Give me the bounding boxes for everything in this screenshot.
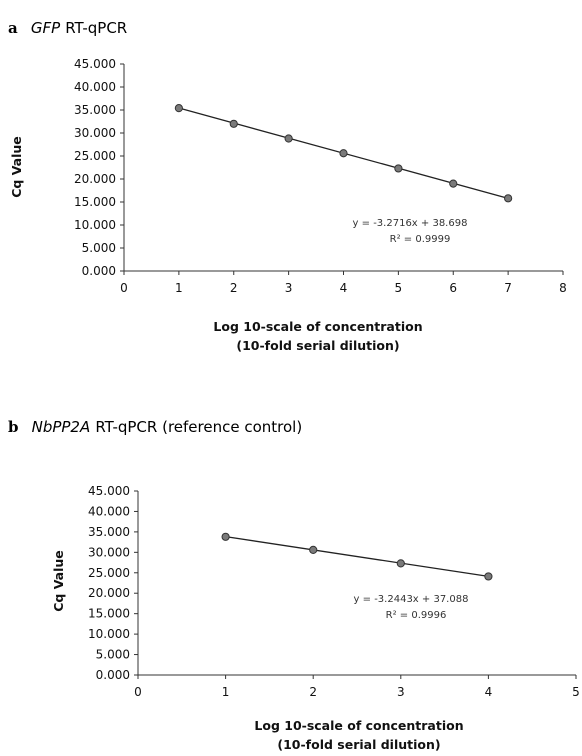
chart-a-data-point: [504, 194, 513, 203]
panel-b-title-gene: NbPP2A: [32, 418, 91, 436]
chart-a-x-tick-label: 4: [340, 281, 348, 295]
chart-a-y-tick-label: 35.000: [74, 103, 116, 117]
chart-b-plot: 0.000 5.000 10.000 15.000 20.000 25.000 30.000…: [88, 484, 580, 699]
chart-a-y-tick-label: 45.000: [74, 57, 116, 71]
chart-b-y-tick-label: 15.000: [88, 607, 130, 621]
chart-b-ylabel: Cq Value: [51, 550, 66, 612]
chart-a-y-tick-label: 25.000: [74, 149, 116, 163]
chart-b-data-point: [221, 532, 230, 541]
chart-a-x-tick-label: 1: [175, 281, 183, 295]
chart-b-y-tick-label: 30.000: [88, 545, 130, 559]
chart-a-y-tick-label: 10.000: [74, 218, 116, 232]
chart-b-r-squared: R² = 0.9996: [386, 610, 447, 621]
chart-b-y-tick-label: 0.000: [96, 668, 130, 682]
chart-a-xlabel-line1: Log 10-scale of concentration: [213, 319, 422, 334]
chart-b-data-point: [309, 545, 318, 554]
svg-text:b NbPP2A RT-qPCR: b NbPP2A RT-qPCR (reference control): [8, 417, 302, 436]
chart-a-plot: 0.000 5.000 10.000 15.000 20.000 25.000 30.000…: [74, 57, 567, 295]
panel-a-letter: a: [8, 19, 18, 37]
chart-b-x-tick-label: 0: [134, 685, 142, 699]
chart-a-xlabel-line2: (10-fold serial dilution): [236, 338, 399, 353]
chart-b-xlabel-line2: (10-fold serial dilution): [277, 737, 440, 752]
panel-a: a GFP RT-qPCR 0.000 5.000 10.000 15.000 20.0…: [8, 18, 567, 353]
chart-a-x-tick-label: 3: [285, 281, 293, 295]
chart-a-x-tick-label: 7: [504, 281, 512, 295]
chart-a-data-point: [229, 119, 238, 128]
panel-b: b NbPP2A RT-qPCR (reference control) 0.0…: [8, 417, 580, 752]
panel-a-title-gene: GFP: [31, 19, 61, 37]
chart-b-y-tick-label: 35.000: [88, 525, 130, 539]
chart-b-x-tick-label: 3: [397, 685, 405, 699]
chart-b-data-point: [484, 572, 493, 581]
svg-text:a GFP RT-qPCR: a GFP RT-qPCR: [8, 18, 127, 37]
chart-a-data-point: [339, 149, 348, 158]
chart-b-xlabel-line1: Log 10-scale of concentration: [254, 718, 463, 733]
chart-b-equation: y = -3.2443x + 37.088: [354, 594, 469, 605]
chart-b-y-tick-label: 25.000: [88, 566, 130, 580]
chart-a-x-tick-label: 5: [395, 281, 403, 295]
chart-a-y-tick-label: 40.000: [74, 80, 116, 94]
chart-b-x-tick-label: 5: [572, 685, 580, 699]
chart-b-y-tick-label: 20.000: [88, 586, 130, 600]
chart-a-data-point: [449, 179, 458, 188]
panel-b-letter: b: [8, 418, 19, 436]
panel-b-title-rest: RT-qPCR (reference control): [95, 418, 302, 436]
chart-a-y-tick-label: 20.000: [74, 172, 116, 186]
chart-a-y-tick-label: 15.000: [74, 195, 116, 209]
chart-b-data-point: [396, 559, 405, 568]
chart-a-equation: y = -3.2716x + 38.698: [353, 218, 468, 229]
chart-b-x-tick-label: 1: [222, 685, 230, 699]
chart-a-ylabel: Cq Value: [9, 136, 24, 198]
chart-a-y-tick-label: 5.000: [82, 241, 116, 255]
chart-b-trendline: [225, 535, 489, 578]
chart-a-x-tick-label: 6: [449, 281, 457, 295]
chart-a-x-tick-label: 0: [120, 281, 128, 295]
chart-a-x-tick-label: 2: [230, 281, 238, 295]
panel-a-title-rest: RT-qPCR: [65, 19, 127, 37]
chart-b-y-tick-label: 10.000: [88, 627, 130, 641]
chart-a-y-tick-label: 30.000: [74, 126, 116, 140]
chart-b-x-tick-label: 2: [309, 685, 317, 699]
chart-a-data-point: [394, 164, 403, 173]
chart-b-y-tick-label: 45.000: [88, 484, 130, 498]
chart-b-y-tick-label: 40.000: [88, 504, 130, 518]
chart-b-x-tick-label: 4: [485, 685, 493, 699]
chart-a-y-tick-label: 0.000: [82, 264, 116, 278]
chart-a-data-point: [174, 104, 183, 113]
chart-a-data-point: [284, 134, 293, 143]
chart-a-r-squared: R² = 0.9999: [390, 234, 451, 245]
chart-a-x-tick-label: 8: [559, 281, 567, 295]
chart-b-y-tick-label: 5.000: [96, 648, 130, 662]
